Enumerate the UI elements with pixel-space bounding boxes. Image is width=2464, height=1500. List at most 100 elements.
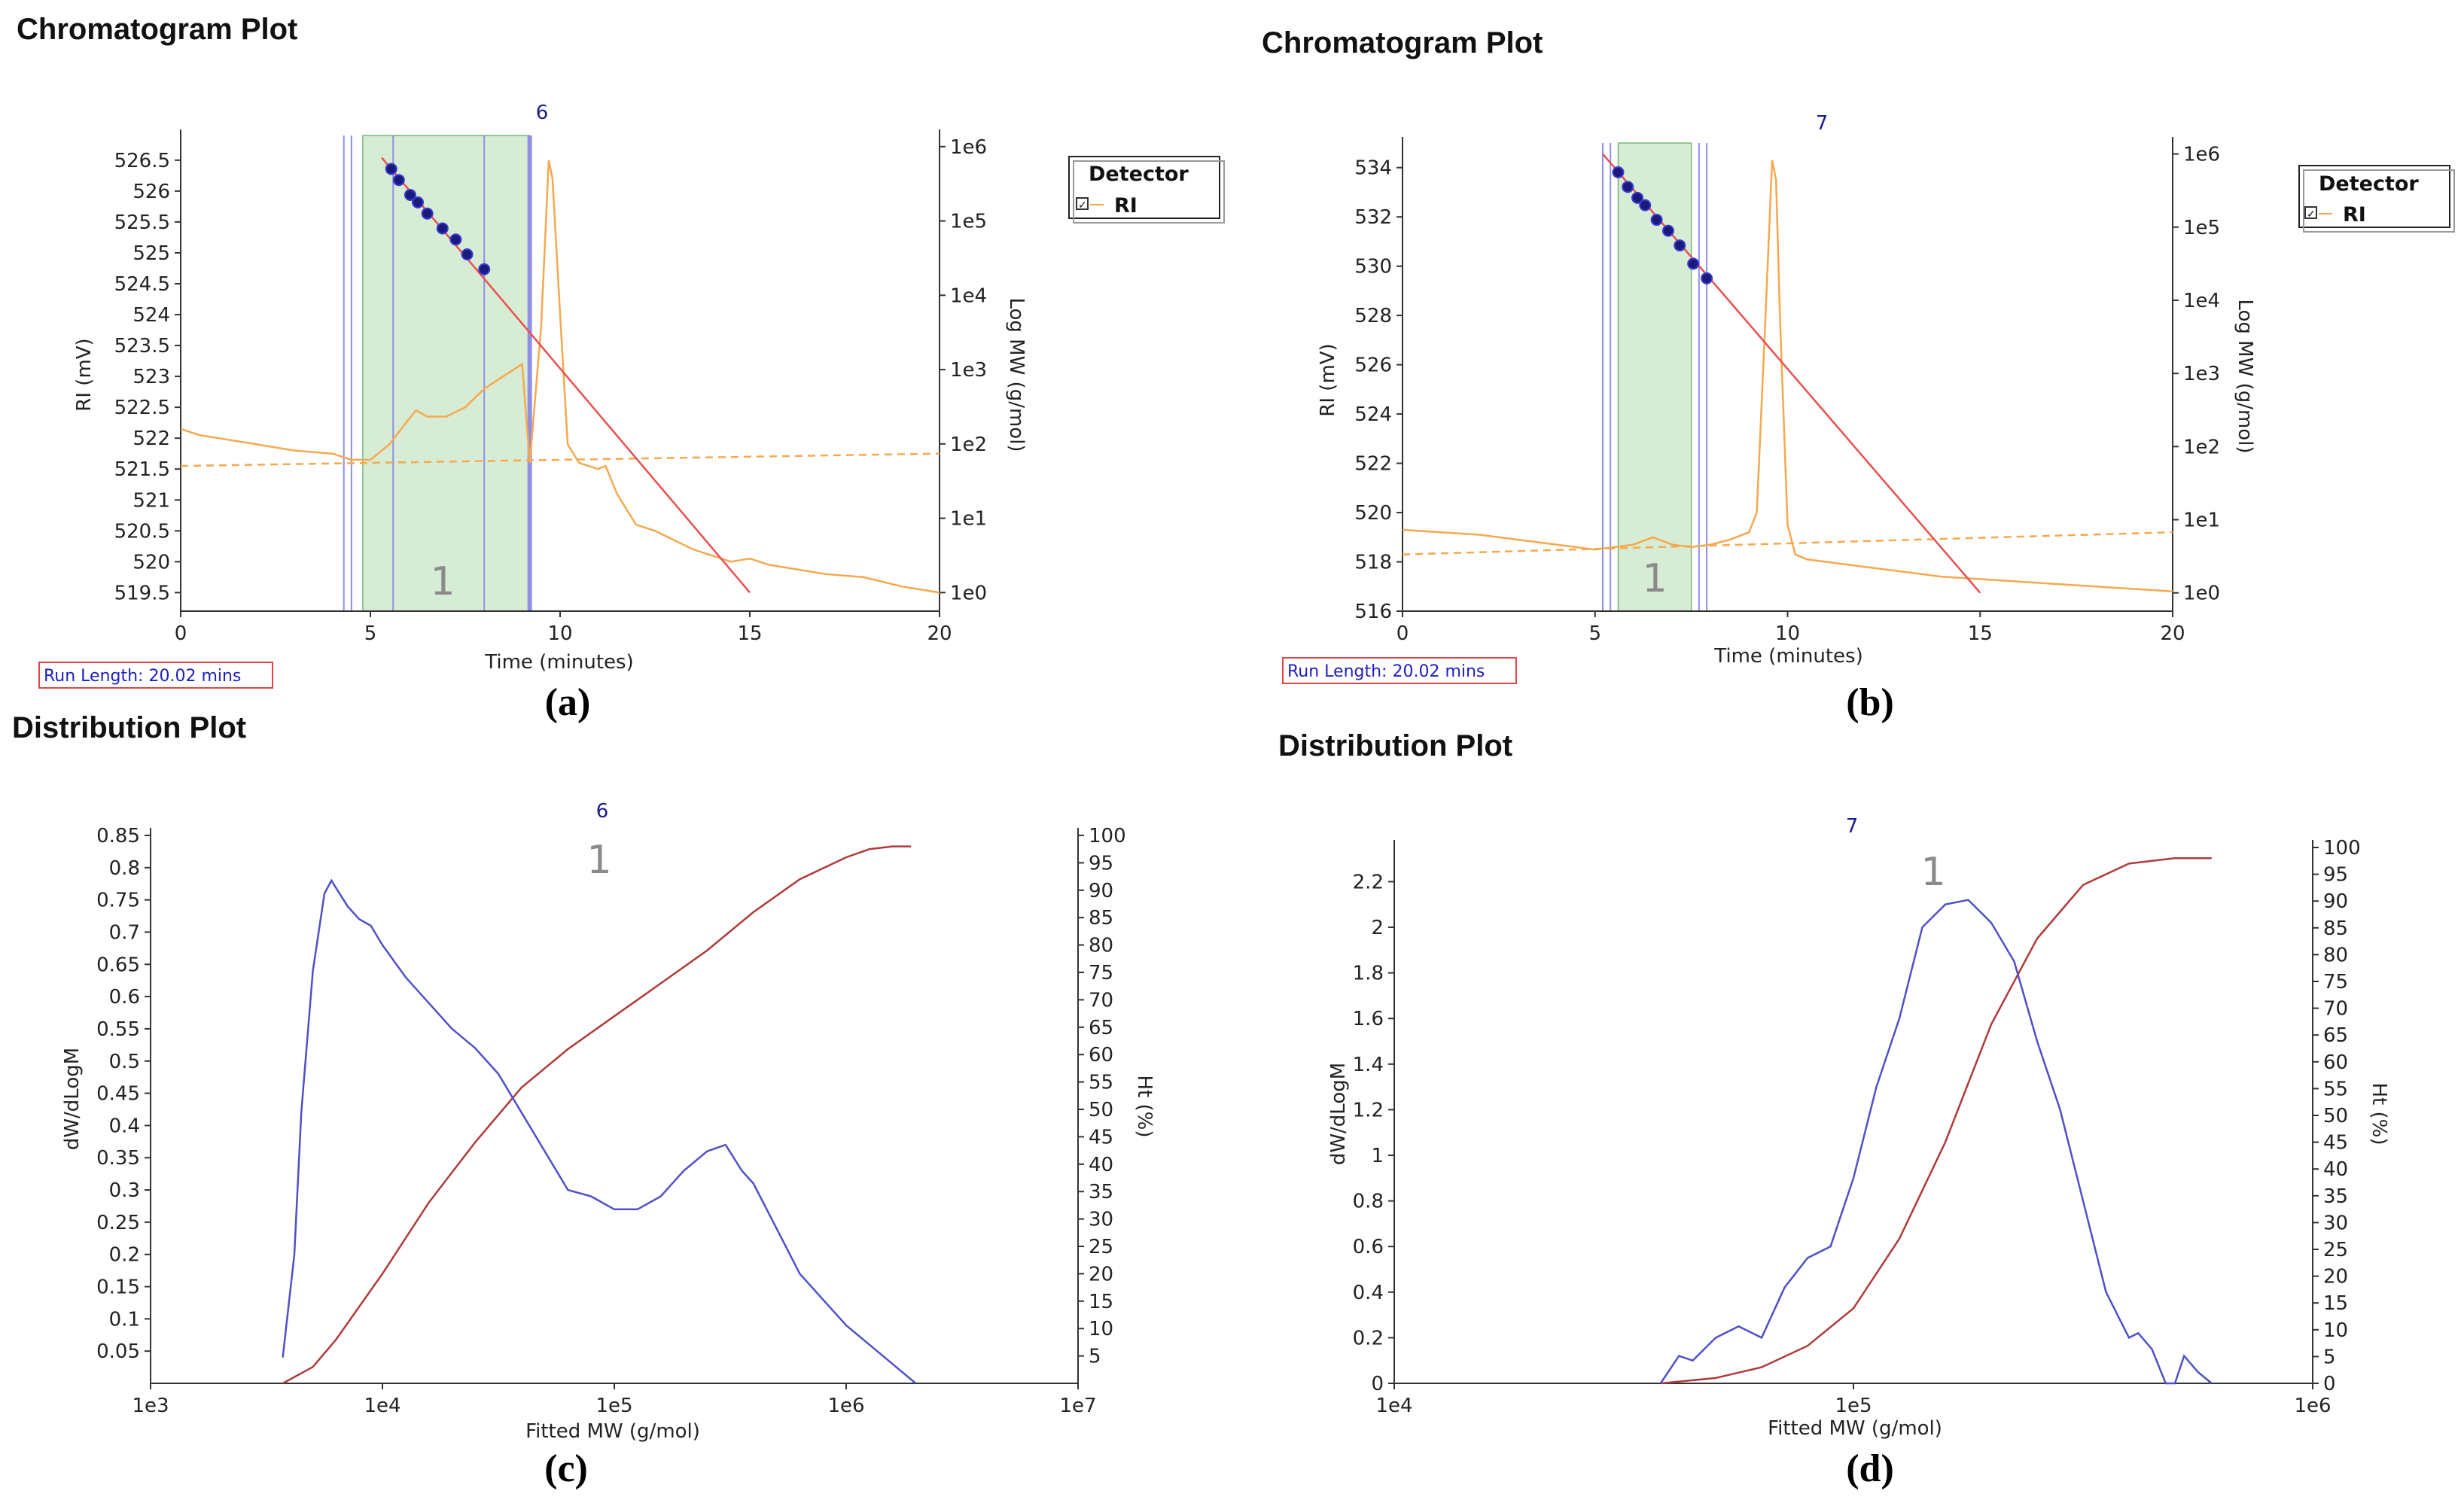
calibration-point <box>1631 191 1644 204</box>
title-b: Chromatogram Plot <box>1262 26 1543 59</box>
y-tick-label: 0.6 <box>1353 1236 1384 1258</box>
y-tick-label: 519.5 <box>114 582 170 604</box>
legend-title-b: Detector <box>2319 172 2419 196</box>
y2-tick-label: 1e2 <box>950 434 987 456</box>
y-tick-label: 0.25 <box>96 1212 140 1234</box>
panel-a: Chromatogram Plot 0 5 10 15 20 519.5 520 520.5 5… <box>17 13 1225 724</box>
integration-label: 1 <box>1920 850 1945 895</box>
y-tick-label: 0.6 <box>109 986 140 1009</box>
y2-tick-label: 10 <box>2323 1319 2348 1342</box>
y2-tick-label: 1e5 <box>2183 217 2220 239</box>
y2-tick-label: 1e4 <box>950 284 987 307</box>
y-tick-label: 0.45 <box>96 1083 140 1106</box>
calibration-point <box>436 222 449 235</box>
y-tick-label: 523 <box>132 366 170 388</box>
y-tick-label: 0.85 <box>96 825 140 847</box>
legend-shadow-a <box>1073 160 1225 224</box>
y2-tick-label: 55 <box>2323 1078 2348 1100</box>
x-axis-label-c: Fitted MW (g/mol) <box>525 1420 700 1443</box>
y2-axis-label-b: Log MW (g/mol) <box>2234 299 2256 453</box>
caption-b: (b) <box>1846 681 1894 724</box>
y-axis-label-c: dW/dLogM <box>61 1048 84 1150</box>
y2-tick-label: 60 <box>1089 1044 1113 1066</box>
y2-tick-label: 100 <box>1089 825 1126 847</box>
y2-tick-label: 60 <box>2323 1051 2348 1074</box>
legend-title-a: Detector <box>1089 163 1189 186</box>
y-tick-label: 524.5 <box>114 273 170 296</box>
y-tick-label: 0.8 <box>109 857 140 880</box>
y2-tick-label: 1e5 <box>950 211 987 233</box>
ri-trace <box>1402 160 2173 593</box>
y-tick-label: 0 <box>1371 1373 1384 1395</box>
check-icon: ✓ <box>2307 208 2316 220</box>
y2-axis-label-a: Log MW (g/mol) <box>1005 297 1028 452</box>
x-tick-label: 20 <box>927 622 952 645</box>
y2-tick-label: 75 <box>1089 962 1113 984</box>
y-tick-label: 1.8 <box>1353 963 1384 985</box>
calibration-point <box>461 248 474 260</box>
legend-entry-a: RI <box>1114 194 1138 218</box>
y-tick-label: 530 <box>1354 256 1392 278</box>
y2-tick-label: 1e3 <box>2183 363 2220 385</box>
x-tick-label: 1e7 <box>1059 1395 1096 1417</box>
y2-tick-label: 1e1 <box>950 508 987 531</box>
legend-checkbox-b[interactable] <box>2304 206 2317 219</box>
calibration-point <box>1622 181 1634 193</box>
x-tick-label: 1e5 <box>595 1395 632 1417</box>
y-tick-label: 0.05 <box>96 1340 140 1363</box>
y-axis-label-b: RI (mV) <box>1317 343 1339 416</box>
integration-label: 1 <box>430 559 455 604</box>
legend-checkbox-a[interactable] <box>1076 197 1089 210</box>
x-tick-label: 0 <box>175 622 187 645</box>
y-tick-label: 526 <box>132 181 170 203</box>
plot-area-c: 1e3 1e4 1e5 1e6 1e7 0.05 0.1 0.15 0.2 0.25 0.3 0.35… <box>96 800 1126 1417</box>
y2-tick-label: 1e1 <box>2183 510 2220 532</box>
y2-tick-label: 95 <box>2323 864 2348 887</box>
y-axis-label-a: RI (mV) <box>73 338 96 411</box>
x-tick-label: 1e6 <box>827 1395 864 1417</box>
y-tick-label: 523.5 <box>114 335 170 358</box>
y2-tick-label: 0 <box>2323 1373 2336 1395</box>
y2-axis-label-c: Ht (%) <box>1133 1075 1156 1137</box>
calibration-point <box>478 263 491 275</box>
caption-c: (c) <box>544 1447 588 1490</box>
plot-area-a: 0 5 10 15 20 519.5 520 520.5 521 521.5 522 522.5 523… <box>114 102 988 645</box>
baseline-trace <box>180 452 940 467</box>
y2-tick-label: 15 <box>2323 1292 2348 1315</box>
y2-tick-label: 35 <box>1089 1181 1113 1203</box>
y-tick-label: 0.1 <box>109 1308 140 1331</box>
calibration-point <box>421 207 434 220</box>
y-tick-label: 521.5 <box>114 458 170 481</box>
y-tick-label: 534 <box>1354 157 1392 180</box>
run-length-b: Run Length: 20.02 mins <box>1287 662 1485 681</box>
calibration-point <box>1650 214 1663 227</box>
y2-tick-label: 40 <box>2323 1158 2348 1181</box>
y-tick-label: 1.6 <box>1353 1008 1384 1030</box>
calibration-point <box>1701 272 1713 284</box>
y2-tick-label: 90 <box>1089 880 1113 902</box>
y2-tick-label: 85 <box>2323 917 2348 940</box>
y2-tick-label: 1e6 <box>2183 144 2220 166</box>
x-tick-label: 0 <box>1396 622 1409 645</box>
y2-tick-label: 35 <box>2323 1185 2348 1208</box>
y2-tick-label: 15 <box>1089 1291 1113 1313</box>
y2-tick-label: 1e4 <box>2183 290 2220 312</box>
y2-tick-label: 20 <box>2323 1266 2348 1289</box>
y-tick-label: 532 <box>1354 206 1392 229</box>
y-tick-label: 0.4 <box>109 1115 140 1137</box>
title-d: Distribution Plot <box>1278 729 1512 762</box>
y2-tick-label: 85 <box>1089 907 1113 930</box>
y-tick-label: 1.2 <box>1353 1099 1384 1121</box>
y-tick-label: 0.2 <box>109 1244 140 1267</box>
distribution-curve <box>1659 899 2213 1385</box>
y-tick-label: 0.35 <box>96 1147 140 1170</box>
title-c: Distribution Plot <box>12 711 246 744</box>
x-axis-label-a: Time (minutes) <box>484 651 633 674</box>
y2-tick-label: 50 <box>1089 1099 1113 1121</box>
caption-a: (a) <box>545 681 591 724</box>
y-tick-label: 1 <box>1371 1145 1384 1167</box>
peak-marker-label: 6 <box>536 102 549 124</box>
y2-tick-label: 45 <box>1089 1126 1113 1149</box>
y-tick-label: 520 <box>1354 502 1392 525</box>
